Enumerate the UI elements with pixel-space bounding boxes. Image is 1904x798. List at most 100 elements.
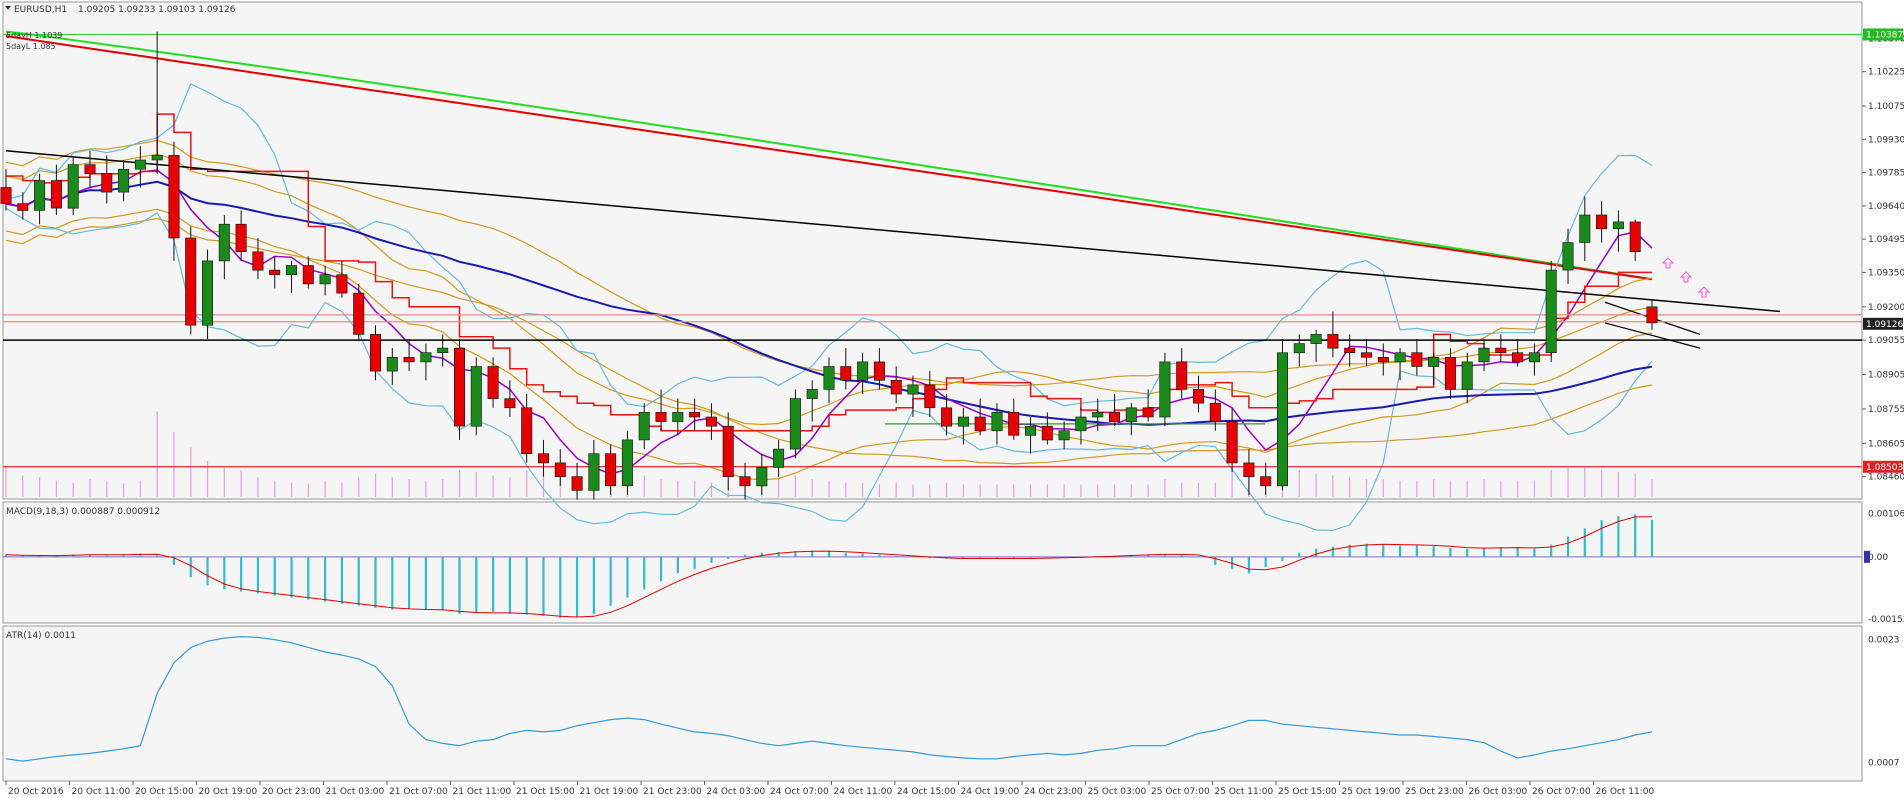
x-axis-tick-label: 21 Oct 19:00 [580, 787, 639, 797]
y-axis-tick-label: 1.10225 [1868, 68, 1904, 78]
candle-body [1394, 352, 1406, 363]
sma-long-line [5, 30, 1653, 281]
candle-body [151, 155, 163, 161]
x-axis-tick-label: 25 Oct 03:00 [1088, 787, 1147, 797]
candle-body [235, 223, 247, 252]
y-axis-tick-label: 1.08905 [1868, 371, 1904, 381]
candle-body [840, 366, 852, 381]
macd-panel[interactable] [2, 501, 1863, 624]
candle-body [705, 416, 717, 427]
candle-body [1579, 214, 1591, 243]
x-axis-tick-label: 26 Oct 07:00 [1532, 787, 1591, 797]
macd-axis-label: 0.00 [1868, 553, 1888, 563]
trendline-descending [5, 150, 1781, 313]
up-arrow-icon [1661, 257, 1675, 269]
candle-body [319, 274, 331, 285]
candle-body [1444, 356, 1456, 390]
price-tag-label: 1.08503 [1866, 463, 1903, 473]
y-axis-tick-label: 1.08755 [1868, 405, 1904, 415]
candle-body [1327, 334, 1339, 349]
candle-body [1075, 416, 1087, 432]
chart-ohlc-values: 1.09205 1.09233 1.09103 1.09126 [78, 5, 236, 15]
candle-body [1092, 412, 1104, 418]
candles-layer [0, 31, 1658, 500]
candle-body [17, 203, 29, 211]
x-axis-tick-label: 21 Oct 07:00 [389, 787, 448, 797]
candle-body [1612, 221, 1624, 230]
atr-line [5, 635, 1653, 762]
main-panel[interactable] [2, 1, 1863, 500]
signal-arrows [1661, 257, 1711, 298]
price-tag-label: 1.09126 [1866, 320, 1903, 330]
candle-body [1646, 306, 1658, 324]
price-tag-box [1863, 460, 1903, 473]
atr-layer [5, 635, 1653, 762]
x-axis-tick-label: 26 Oct 03:00 [1469, 787, 1528, 797]
candle-body [353, 292, 365, 335]
candle-body [588, 453, 600, 491]
candle-body [1310, 334, 1322, 344]
candle-body [1512, 352, 1524, 363]
candle-body [386, 356, 398, 372]
candle-body [1344, 347, 1356, 354]
indicator-overlays [5, 30, 1781, 531]
tenkan-step-line [6, 113, 1652, 432]
candle-body [605, 453, 617, 487]
candle-body [134, 159, 146, 170]
candle-body [537, 453, 549, 464]
y-axis-tick-label: 1.09495 [1868, 235, 1904, 245]
candle-body [1109, 412, 1121, 422]
x-axis-tick-label: 25 Oct 11:00 [1215, 787, 1274, 797]
candle-body [202, 260, 214, 326]
dropdown-triangle-icon[interactable] [5, 6, 11, 10]
candle-body [168, 155, 180, 239]
candle-body [252, 251, 264, 271]
y-axis-tick-label: 1.09640 [1868, 202, 1904, 212]
candle-body [1176, 361, 1188, 390]
candle-body [773, 448, 785, 468]
candle-body [756, 467, 768, 487]
y-axis-tick-label: 1.08460 [1868, 473, 1904, 483]
triangle-lower-line [1604, 322, 1701, 349]
x-axis-tick-label: 24 Oct 11:00 [834, 787, 893, 797]
candle-body [621, 439, 633, 487]
candle-body [0, 187, 12, 204]
chart-symbol-label: EURUSD,H1 [14, 5, 67, 15]
candle-body [101, 173, 113, 193]
y-axis-tick-label: 1.08605 [1868, 439, 1904, 449]
candle-body [1293, 343, 1305, 354]
bollinger-lower-line [5, 207, 1653, 531]
macd-title: MACD(9,18,3) 0.000887 0.000912 [6, 507, 160, 517]
candle-body [118, 168, 130, 193]
envelope-outer-lower-line [5, 217, 1653, 465]
x-axis-tick-label: 24 Oct 03:00 [707, 787, 766, 797]
x-axis-tick-label: 24 Oct 07:00 [770, 787, 829, 797]
candle-body [470, 366, 482, 427]
candle-body [689, 412, 701, 418]
candle-body [1478, 347, 1490, 363]
candle-body [336, 274, 348, 294]
candle-body [487, 366, 499, 399]
candle-body [957, 416, 969, 427]
candle-body [554, 462, 566, 477]
x-axis-tick-label: 25 Oct 19:00 [1342, 787, 1401, 797]
macd-axis-label: -0.001523 [1868, 615, 1904, 625]
atr-panel[interactable] [2, 625, 1863, 782]
y-axis-tick-label: 1.09930 [1868, 135, 1904, 145]
candle-body [453, 347, 465, 427]
candle-body [1260, 476, 1272, 487]
x-axis-tick-label: 20 Oct 23:00 [262, 787, 321, 797]
candle-body [789, 398, 801, 450]
candle-body [1545, 269, 1557, 354]
candle-body [521, 407, 533, 454]
candle-body [991, 412, 1003, 432]
x-axis-tick-label: 20 Oct 2016 [8, 787, 64, 797]
envelope-lower-line [5, 208, 1653, 481]
macd-signal-line [5, 516, 1653, 618]
up-arrow-icon [1697, 286, 1711, 298]
macd-layer [3, 514, 1862, 618]
candle-body [1411, 352, 1423, 367]
candle-body [857, 361, 869, 381]
atr-axis-label: 0.0007 [1868, 759, 1900, 769]
